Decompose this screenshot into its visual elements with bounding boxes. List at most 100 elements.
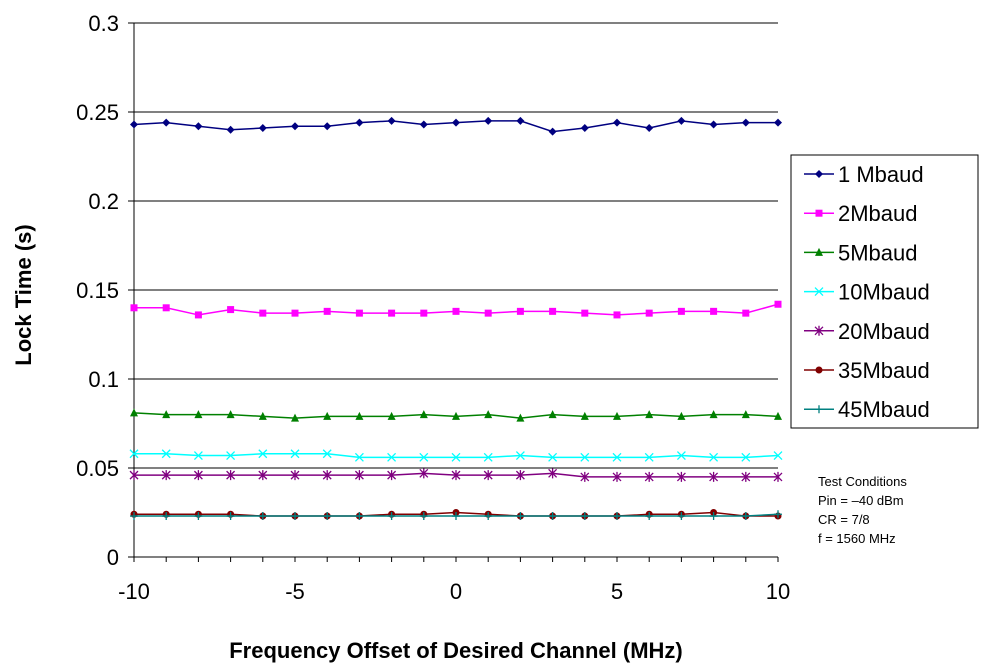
data-point xyxy=(258,449,268,459)
data-point xyxy=(645,410,654,419)
test-conditions-cr: CR = 7/8 xyxy=(818,512,870,527)
y-tick-label: 0.25 xyxy=(76,100,119,125)
legend-marker xyxy=(814,287,824,297)
test-conditions-f: f = 1560 MHz xyxy=(818,531,896,546)
gridlines xyxy=(134,22,778,469)
data-point xyxy=(323,122,332,131)
legend-label: 10Mbaud xyxy=(838,280,930,305)
data-point xyxy=(290,470,300,481)
data-point xyxy=(515,470,525,481)
data-point xyxy=(710,307,718,315)
legend: 1 Mbaud 2Mbaud 5Mbaud 10Mbaud 20Mbaud 35Mbaud… xyxy=(790,154,979,429)
data-point xyxy=(388,309,396,317)
data-point xyxy=(709,120,718,129)
data-point xyxy=(613,411,621,420)
data-point xyxy=(194,311,202,319)
data-point xyxy=(709,452,719,462)
data-point xyxy=(676,471,686,482)
data-point xyxy=(516,512,525,521)
data-point xyxy=(259,309,267,317)
data-point xyxy=(420,309,428,317)
data-point xyxy=(612,452,622,462)
y-tick-label: 0 xyxy=(107,545,119,570)
series-1-mbaud xyxy=(130,116,782,136)
data-point xyxy=(741,118,750,127)
data-point xyxy=(741,471,751,482)
data-point xyxy=(484,116,493,125)
data-point xyxy=(645,124,654,133)
x-tick-label: 0 xyxy=(450,579,462,604)
data-point xyxy=(452,118,460,127)
data-point xyxy=(741,410,750,419)
data-point xyxy=(258,512,267,521)
data-point xyxy=(355,512,364,521)
test-conditions-pin: Pin = –40 dBm xyxy=(818,493,904,508)
data-point xyxy=(515,451,525,460)
x-axis-label: Frequency Offset of Desired Channel (MHz… xyxy=(229,638,683,663)
legend-item: 5Mbaud xyxy=(804,240,918,265)
data-point xyxy=(773,451,783,460)
data-point xyxy=(709,512,718,521)
data-point xyxy=(387,452,397,462)
data-point xyxy=(742,309,750,317)
legend-item: 35Mbaud xyxy=(804,358,930,383)
data-point xyxy=(419,468,429,479)
data-point xyxy=(483,470,493,481)
data-point xyxy=(323,307,331,315)
legend-marker xyxy=(815,247,823,256)
data-point xyxy=(452,411,460,420)
data-point xyxy=(645,512,654,521)
data-point xyxy=(323,411,332,420)
data-point xyxy=(677,307,685,315)
data-point xyxy=(676,451,686,460)
data-point xyxy=(451,452,461,462)
data-point xyxy=(773,471,783,482)
data-point xyxy=(194,122,203,131)
data-point xyxy=(354,470,364,481)
data-point xyxy=(484,309,492,317)
x-tick-label: -10 xyxy=(118,579,150,604)
data-point xyxy=(258,470,268,481)
y-tick-label: 0.1 xyxy=(88,367,119,392)
data-point xyxy=(130,120,138,129)
data-point xyxy=(516,307,524,315)
data-point xyxy=(774,118,782,127)
data-point xyxy=(741,512,750,521)
legend-label: 1 Mbaud xyxy=(838,162,924,187)
legend-marker xyxy=(815,366,823,374)
data-point xyxy=(323,512,332,521)
data-point xyxy=(484,512,493,521)
x-tick-label: 5 xyxy=(611,579,623,604)
data-point xyxy=(130,512,138,521)
data-point xyxy=(451,470,461,481)
data-point xyxy=(613,512,621,521)
data-point xyxy=(355,118,364,127)
data-point xyxy=(548,127,557,136)
data-point xyxy=(419,452,429,462)
x-tick-label: -5 xyxy=(285,579,305,604)
data-point xyxy=(709,410,718,419)
y-tick-label: 0.2 xyxy=(88,189,119,214)
data-point xyxy=(290,449,300,459)
series-lines xyxy=(129,116,783,521)
data-point xyxy=(162,410,171,419)
legend-marker xyxy=(815,405,823,414)
data-point xyxy=(677,411,686,420)
data-point xyxy=(291,413,299,422)
data-point xyxy=(162,512,171,521)
legend-label: 45Mbaud xyxy=(838,397,930,422)
data-point xyxy=(548,468,558,479)
data-point xyxy=(548,512,557,521)
data-point xyxy=(483,452,493,462)
data-point xyxy=(580,411,589,420)
data-point xyxy=(194,410,203,419)
data-point xyxy=(677,512,686,521)
data-point xyxy=(130,304,138,312)
data-point xyxy=(581,309,589,317)
y-tick-label: 0.05 xyxy=(76,456,119,481)
y-tick-labels: 0 0.05 0.1 0.15 0.2 0.25 0.3 xyxy=(76,11,119,570)
series-20mbaud xyxy=(129,468,783,482)
data-point xyxy=(322,449,332,459)
data-point xyxy=(162,118,171,127)
